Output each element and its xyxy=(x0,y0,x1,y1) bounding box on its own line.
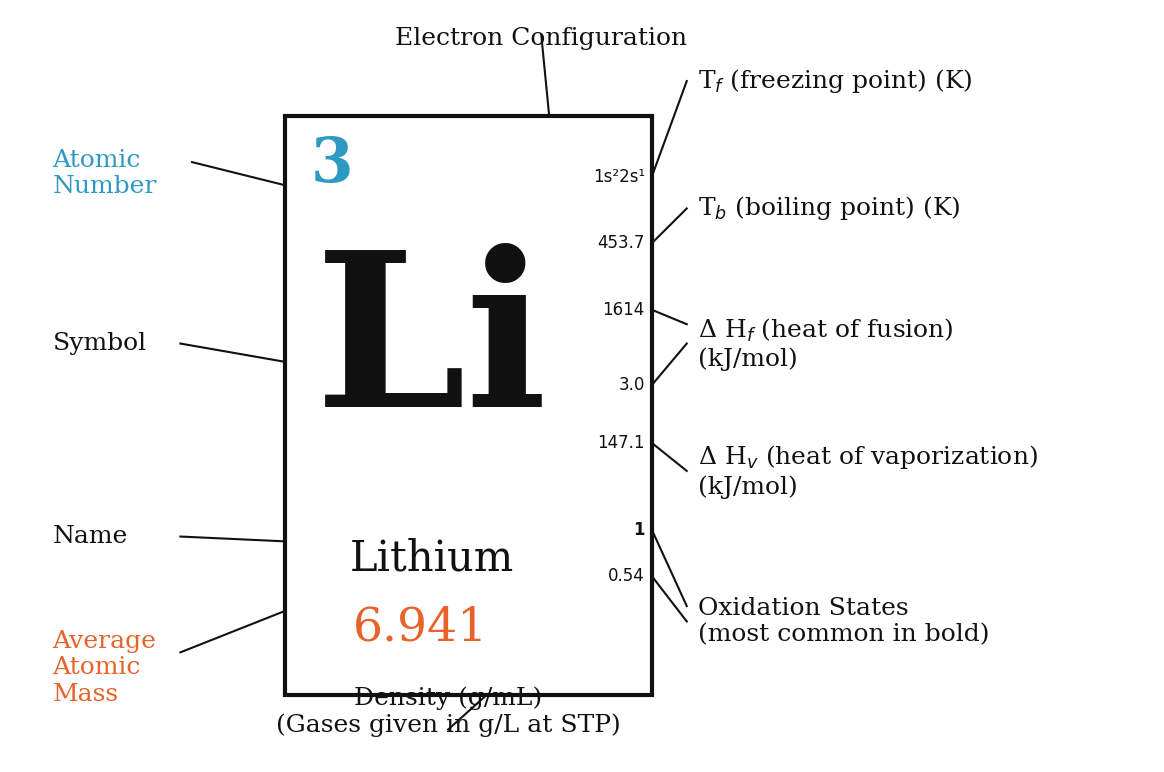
Text: Average
Atomic
Mass: Average Atomic Mass xyxy=(52,630,156,706)
Text: T$_b$ (boiling point) (K): T$_b$ (boiling point) (K) xyxy=(698,195,961,222)
Text: 6.941: 6.941 xyxy=(353,605,489,651)
Text: Atomic
Number: Atomic Number xyxy=(52,149,157,198)
Text: 3.0: 3.0 xyxy=(618,376,645,394)
Text: 1614: 1614 xyxy=(603,301,645,319)
Text: Symbol: Symbol xyxy=(52,332,147,355)
Text: 1: 1 xyxy=(633,521,645,539)
Text: 0.54: 0.54 xyxy=(608,567,645,585)
Text: Density (g/mL)
(Gases given in g/L at STP): Density (g/mL) (Gases given in g/L at ST… xyxy=(276,686,620,737)
Text: Oxidation States
(most common in bold): Oxidation States (most common in bold) xyxy=(698,597,989,646)
Text: Electron Configuration: Electron Configuration xyxy=(396,27,687,50)
Text: Δ H$_f$ (heat of fusion)
(kJ/mol): Δ H$_f$ (heat of fusion) (kJ/mol) xyxy=(698,317,954,371)
Text: 1s²2s¹: 1s²2s¹ xyxy=(592,168,645,185)
Text: 453.7: 453.7 xyxy=(597,234,645,252)
FancyBboxPatch shape xyxy=(285,116,652,695)
Text: Name: Name xyxy=(52,525,128,548)
Text: Li: Li xyxy=(315,243,548,452)
Text: T$_f$ (freezing point) (K): T$_f$ (freezing point) (K) xyxy=(698,67,973,95)
Text: Δ H$_v$ (heat of vaporization)
(kJ/mol): Δ H$_v$ (heat of vaporization) (kJ/mol) xyxy=(698,443,1038,499)
Text: 147.1: 147.1 xyxy=(597,434,645,452)
Text: 3: 3 xyxy=(311,135,354,195)
Text: Lithium: Lithium xyxy=(349,538,514,580)
